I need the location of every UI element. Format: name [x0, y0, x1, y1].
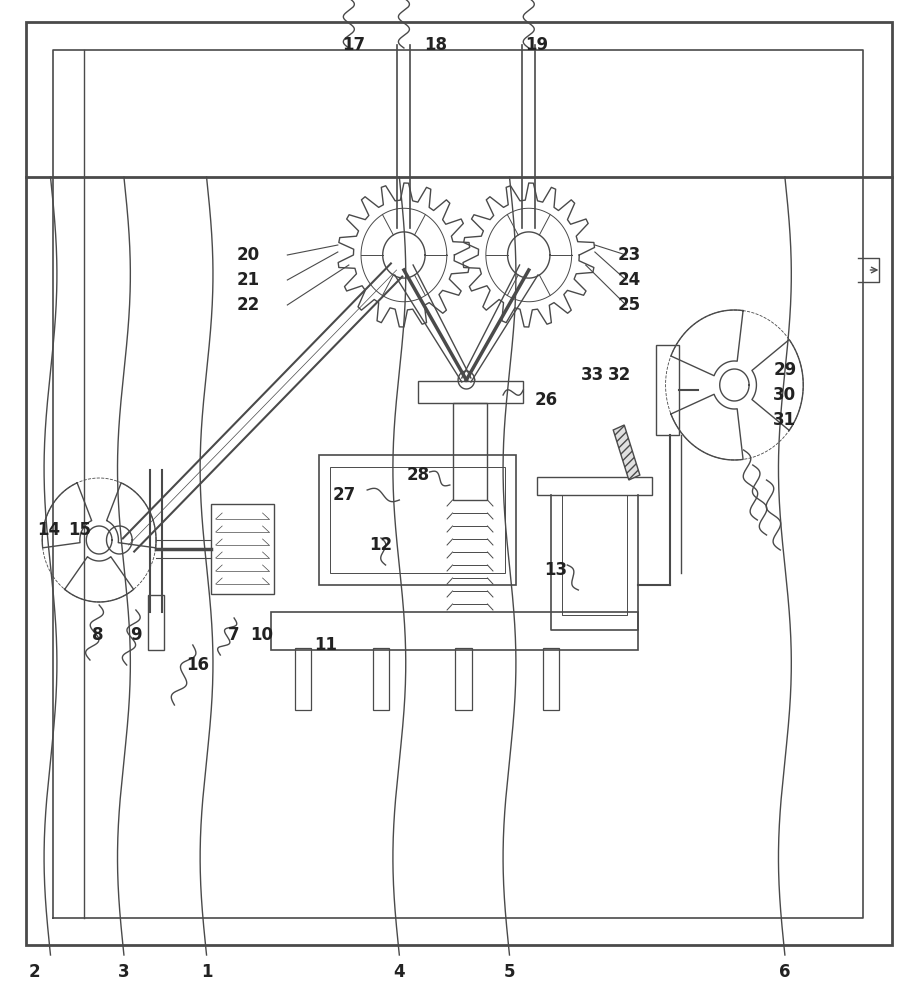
Text: 17: 17	[341, 36, 365, 54]
Bar	[455, 648, 472, 710]
Text: 32: 32	[608, 366, 632, 384]
Bar	[148, 595, 164, 650]
Text: 15: 15	[68, 521, 92, 539]
Text: 22: 22	[236, 296, 260, 314]
Bar	[418, 381, 523, 403]
Bar	[330, 467, 505, 573]
Bar	[543, 648, 559, 710]
Bar	[656, 345, 679, 435]
Bar	[295, 648, 311, 710]
Text: 5: 5	[504, 963, 515, 981]
Text: 8: 8	[93, 626, 104, 644]
Text: 27: 27	[332, 486, 356, 504]
Text: 24: 24	[617, 271, 641, 289]
Text: 14: 14	[37, 521, 61, 539]
Text: 20: 20	[236, 246, 260, 264]
Text: 28: 28	[406, 466, 430, 484]
Bar	[211, 504, 274, 594]
Text: 6: 6	[779, 963, 790, 981]
Text: 10: 10	[250, 626, 274, 644]
Bar	[373, 648, 389, 710]
Text: 9: 9	[130, 626, 141, 644]
Text: 4: 4	[394, 963, 405, 981]
Text: 13: 13	[543, 561, 567, 579]
Text: 31: 31	[773, 411, 797, 429]
Text: 26: 26	[534, 391, 558, 409]
Polygon shape	[613, 425, 640, 480]
Text: 30: 30	[773, 386, 797, 404]
Text: 16: 16	[185, 656, 209, 674]
Text: 2: 2	[29, 963, 40, 981]
Text: 25: 25	[617, 296, 641, 314]
Text: 33: 33	[580, 366, 604, 384]
Bar	[453, 403, 487, 500]
Text: 18: 18	[424, 36, 448, 54]
Bar	[271, 612, 638, 650]
Text: 1: 1	[201, 963, 212, 981]
Text: 19: 19	[525, 36, 549, 54]
Text: 29: 29	[773, 361, 797, 379]
Text: 21: 21	[236, 271, 260, 289]
Text: 7: 7	[229, 626, 240, 644]
Bar	[319, 455, 516, 585]
Text: 11: 11	[314, 636, 338, 654]
Text: 3: 3	[118, 963, 129, 981]
Bar	[537, 477, 652, 495]
Text: 23: 23	[617, 246, 641, 264]
Text: 12: 12	[369, 536, 393, 554]
